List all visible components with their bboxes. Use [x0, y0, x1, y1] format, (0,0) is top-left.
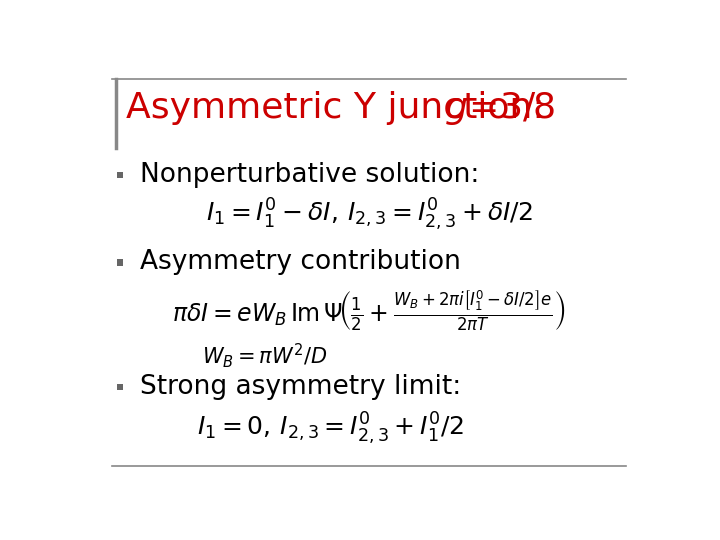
Text: $\pi\delta I = e W_B \, \mathrm{Im}\,\Psi\!\left(\frac{1}{2} + \frac{W_B + 2\pi : $\pi\delta I = e W_B \, \mathrm{Im}\,\Ps…	[172, 288, 566, 333]
Text: $g\!=\!3/8$: $g\!=\!3/8$	[444, 90, 556, 127]
Text: Nonperturbative solution:: Nonperturbative solution:	[140, 162, 480, 188]
Text: $I_1 = 0,\, I_{2,3} = I_{2,3}^0 + I_1^0 / 2$: $I_1 = 0,\, I_{2,3} = I_{2,3}^0 + I_1^0 …	[197, 410, 463, 447]
Text: $I_1 = I_1^0 - \delta I,\, I_{2,3} = I_{2,3}^0 + \delta I / 2$: $I_1 = I_1^0 - \delta I,\, I_{2,3} = I_{…	[206, 197, 532, 233]
Text: Asymmetric Y junction:: Asymmetric Y junction:	[126, 91, 557, 125]
FancyBboxPatch shape	[117, 259, 123, 266]
FancyBboxPatch shape	[117, 384, 123, 390]
Text: Asymmetry contribution: Asymmetry contribution	[140, 249, 461, 275]
Text: Strong asymmetry limit:: Strong asymmetry limit:	[140, 374, 462, 400]
FancyBboxPatch shape	[117, 172, 123, 178]
Text: $W_B = \pi W^2 / D$: $W_B = \pi W^2 / D$	[202, 341, 328, 370]
